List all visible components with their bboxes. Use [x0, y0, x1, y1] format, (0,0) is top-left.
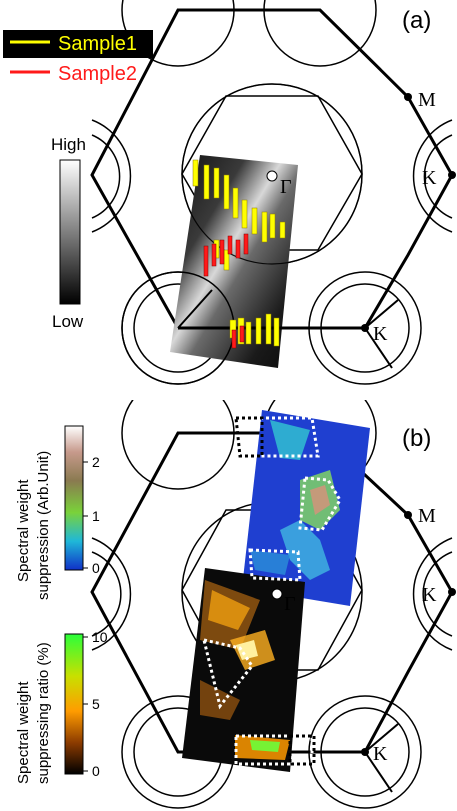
panel-a-label: (a): [402, 7, 431, 34]
panel-b-label: (b): [402, 425, 431, 452]
colorbar-suppression-tick-1: 1: [92, 508, 100, 524]
k-right-marker-b: [448, 588, 456, 596]
arc-right-inner: [423, 134, 453, 219]
colorbar-low-label: Low: [52, 312, 84, 331]
colorbar-ratio-tick-10: 10: [92, 629, 108, 645]
outer-zone-boundary: [90, 8, 454, 330]
gamma-point-marker-b: [271, 588, 283, 600]
k-right-marker: [448, 171, 456, 179]
gamma-point-marker: [266, 170, 278, 182]
colorbar-gray: [59, 159, 81, 305]
colorbar-ratio-tick-5: 5: [92, 696, 100, 712]
m-point-marker: [404, 93, 412, 101]
m-label: M: [418, 89, 436, 111]
k-right-label: K: [422, 167, 437, 189]
panel-b: Γ M K K (b) 2 1 0 Spectral weight suppre…: [15, 400, 456, 809]
colorbar-suppression-tick-0: 0: [92, 560, 100, 576]
arc-left: [91, 119, 132, 233]
colorbar-suppressing-ratio: [64, 633, 84, 775]
m-point-marker-b: [404, 511, 412, 519]
colorbar-ratio-title-2: suppressing ratio (%): [35, 642, 52, 784]
arc-left-inner: [91, 134, 121, 219]
panel-a: Γ M K K (a) Sample1 Sample2 High Low: [3, 0, 456, 385]
k-bottom-label-b: K: [373, 743, 388, 765]
arc-right: [412, 119, 453, 233]
colorbar-suppression: [64, 425, 84, 571]
k-right-label-b: K: [422, 584, 437, 606]
colorbar-ratio-title-1: Spectral weight: [15, 681, 32, 784]
sample2-markers: [203, 233, 249, 349]
gamma-label-b: Γ: [284, 593, 296, 615]
colorbar-suppression-title-1: Spectral weight: [15, 479, 32, 582]
k-circle-top-left: [121, 0, 235, 67]
colorbar-ratio-tick-0: 0: [92, 763, 100, 779]
m-label-b: M: [418, 505, 436, 527]
gamma-k-line: [177, 289, 213, 329]
k-bottom-marker: [361, 324, 369, 332]
legend-sample2: Sample2: [58, 63, 137, 85]
legend-sample1: Sample1: [58, 33, 137, 55]
k-circle-top-right: [263, 0, 377, 67]
legend-box: [3, 30, 153, 58]
k-bottom-marker-b: [361, 748, 369, 756]
colorbar-suppression-tick-2: 2: [92, 454, 100, 470]
colorbar-high-label: High: [51, 135, 86, 154]
k-bottom-label: K: [373, 323, 388, 345]
colorbar-suppression-title-2: suppression (Arb.Unit): [35, 451, 52, 600]
gamma-label: Γ: [280, 176, 292, 198]
